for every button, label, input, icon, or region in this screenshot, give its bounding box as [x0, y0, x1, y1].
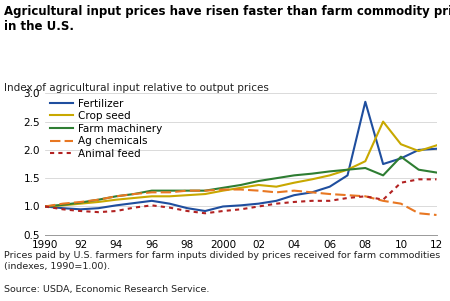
Text: Agricultural input prices have risen faster than farm commodity prices
in the U.: Agricultural input prices have risen fas…	[4, 5, 450, 33]
Text: Index of agricultural input relative to output prices: Index of agricultural input relative to …	[4, 83, 270, 93]
Text: Prices paid by U.S. farmers for farm inputs divided by prices received for farm : Prices paid by U.S. farmers for farm inp…	[4, 251, 441, 271]
Text: Source: USDA, Economic Research Service.: Source: USDA, Economic Research Service.	[4, 285, 210, 294]
Legend: Fertilizer, Crop seed, Farm machinery, Ag chemicals, Animal feed: Fertilizer, Crop seed, Farm machinery, A…	[50, 98, 162, 159]
